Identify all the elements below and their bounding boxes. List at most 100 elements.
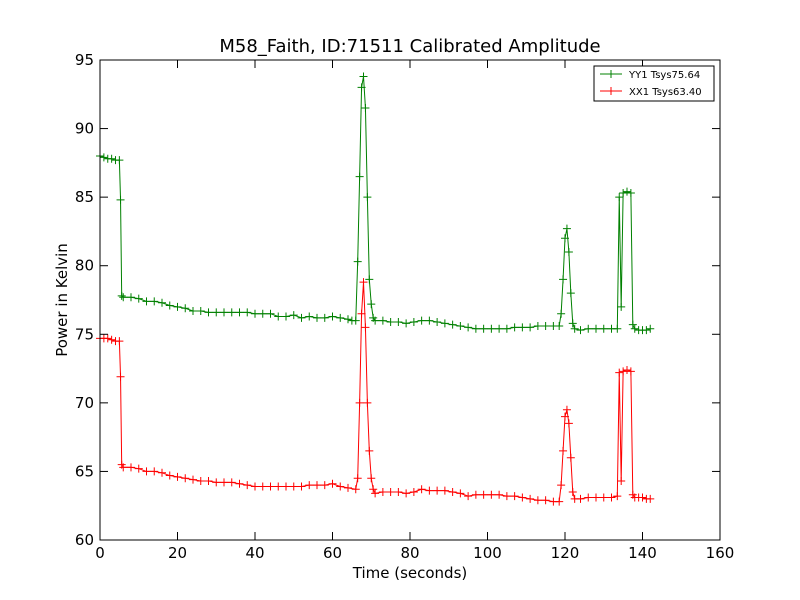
data-point — [355, 398, 364, 407]
data-point — [518, 323, 527, 332]
data-point — [564, 248, 573, 256]
data-point — [557, 481, 566, 490]
data-point — [464, 323, 473, 332]
x-tick-label: 120 — [551, 544, 580, 562]
data-point — [196, 306, 205, 315]
data-point — [630, 324, 639, 333]
data-point — [576, 326, 585, 335]
data-point — [204, 308, 213, 317]
data-point — [371, 316, 380, 325]
data-point — [274, 482, 283, 491]
data-point — [251, 309, 259, 318]
data-point — [566, 453, 575, 462]
data-point — [367, 474, 376, 483]
data-point — [359, 72, 368, 81]
data-point — [361, 104, 370, 112]
data-point — [181, 474, 190, 483]
y-tick-label: 65 — [75, 462, 94, 480]
data-point — [642, 326, 651, 335]
data-point — [353, 474, 362, 483]
data-point — [181, 304, 190, 313]
data-point — [619, 367, 628, 376]
data-point — [623, 365, 631, 374]
data-point — [510, 323, 519, 332]
data-point — [448, 488, 457, 496]
data-point — [142, 467, 151, 476]
data-point — [134, 464, 143, 473]
data-point — [117, 291, 126, 300]
data-point — [371, 489, 380, 498]
data-point — [365, 275, 374, 284]
data-point — [116, 372, 125, 381]
data-point — [402, 489, 411, 498]
data-point — [150, 297, 159, 306]
data-point — [173, 472, 182, 481]
data-point — [479, 324, 488, 333]
legend-marker — [607, 87, 615, 95]
data-point — [417, 485, 426, 494]
data-point — [425, 486, 434, 495]
data-point — [433, 486, 442, 495]
data-point — [409, 317, 418, 326]
data-point — [613, 324, 622, 333]
data-point — [115, 337, 124, 346]
data-point — [289, 482, 298, 491]
data-point — [305, 481, 314, 490]
data-point — [344, 315, 352, 324]
data-point — [495, 490, 504, 499]
legend-entry-xx1: XX1 Tsys63.40 — [600, 87, 702, 98]
data-point — [305, 312, 314, 321]
data-point — [471, 324, 480, 333]
data-point — [378, 316, 387, 325]
data-point — [204, 477, 213, 486]
legend-label-xx1: XX1 Tsys63.40 — [629, 87, 702, 98]
data-point — [626, 367, 635, 376]
data-point — [568, 488, 577, 496]
data-point — [619, 189, 628, 198]
data-point — [559, 446, 568, 455]
data-point — [615, 368, 624, 377]
data-point — [646, 324, 655, 333]
data-point — [378, 488, 387, 496]
data-point — [355, 172, 364, 181]
data-point — [336, 313, 345, 322]
x-tick-label: 20 — [168, 544, 187, 562]
data-point — [487, 490, 496, 499]
data-point — [134, 294, 143, 303]
data-point — [592, 324, 600, 333]
x-tick-label: 0 — [95, 544, 105, 562]
y-tick-label: 95 — [75, 51, 94, 69]
data-point — [320, 481, 329, 490]
data-point — [440, 486, 449, 495]
data-point — [607, 493, 616, 502]
data-point — [336, 482, 345, 491]
data-point — [562, 405, 571, 414]
y-tick-label: 80 — [75, 257, 94, 275]
data-point — [559, 275, 568, 284]
data-point — [189, 475, 197, 484]
data-point — [243, 308, 252, 317]
data-point — [212, 308, 221, 317]
data-point — [150, 467, 159, 476]
data-point — [357, 309, 366, 318]
data-point — [313, 481, 321, 490]
data-point — [628, 320, 637, 329]
legend-label-yy1: YY1 Tsys75.64 — [628, 70, 700, 81]
x-tick-label: 160 — [706, 544, 735, 562]
data-point — [328, 312, 337, 321]
data-point — [119, 293, 128, 302]
data-point — [541, 496, 550, 505]
data-point — [266, 482, 275, 491]
data-point — [386, 488, 395, 496]
data-point — [417, 316, 426, 325]
data-point — [158, 298, 166, 307]
data-point — [351, 316, 360, 325]
data-point — [533, 496, 542, 505]
data-point — [158, 468, 166, 477]
data-point — [613, 492, 622, 501]
data-point — [638, 493, 647, 502]
data-point — [464, 492, 473, 501]
data-point — [127, 293, 135, 302]
data-point — [189, 306, 197, 315]
